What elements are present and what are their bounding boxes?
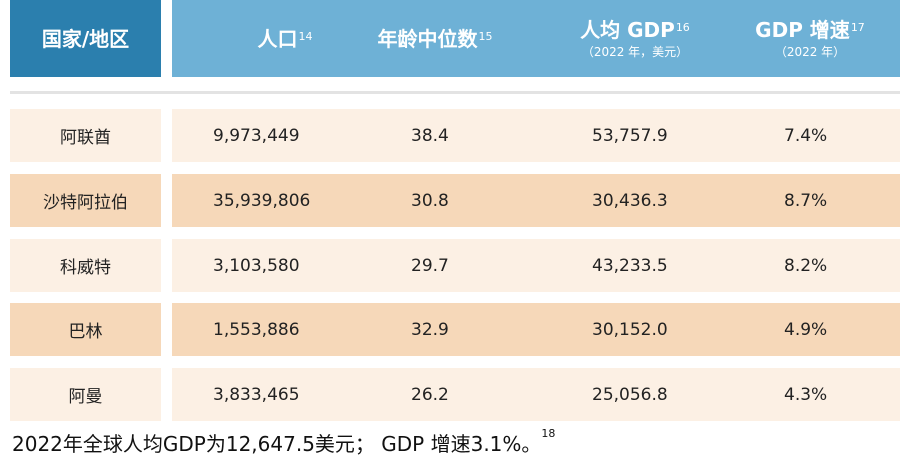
row-5-country: 阿曼: [10, 368, 161, 421]
row-1-gdp-growth: 7.4%: [784, 125, 828, 146]
row-5-band: [172, 368, 900, 421]
header-country-label: 国家/地区: [41, 26, 130, 51]
row-4-median-age: 32.9: [411, 319, 449, 340]
row-3-band: [172, 239, 900, 292]
header-band: [172, 0, 900, 77]
footnote-text: 2022年全球人均GDP为12,647.5美元； GDP 增速3.1%。: [12, 432, 542, 456]
footnote: 2022年全球人均GDP为12,647.5美元； GDP 增速3.1%。18: [12, 427, 556, 457]
row-4-gdp-per-capita: 30,152.0: [592, 319, 668, 340]
header-gdp-growth-note: 17: [850, 20, 865, 34]
header-country: 国家/地区: [10, 0, 161, 77]
header-population-label: 人口14: [257, 26, 313, 51]
row-2-band: [172, 174, 900, 227]
header-gdp-per-capita-sub: （2022 年，美元）: [581, 44, 689, 59]
row-1-gdp-per-capita: 53,757.9: [592, 125, 668, 146]
footnote-note: 18: [541, 427, 556, 440]
row-4-gdp-growth: 4.9%: [784, 319, 828, 340]
header-median-age-note: 15: [478, 29, 493, 43]
row-1-band: [172, 109, 900, 162]
row-3-gdp-per-capita: 43,233.5: [592, 255, 668, 276]
header-gdp-per-capita-label: 人均 GDP16: [580, 17, 690, 42]
header-divider: [10, 91, 900, 94]
row-5-gdp-per-capita: 25,056.8: [592, 384, 668, 405]
header-median-age-label: 年龄中位数15: [377, 26, 493, 51]
header-median-age: 年龄中位数15: [355, 0, 515, 77]
row-2-median-age: 30.8: [411, 190, 449, 211]
header-population: 人口14: [215, 0, 355, 77]
row-5-median-age: 26.2: [411, 384, 449, 405]
row-2-gdp-per-capita: 30,436.3: [592, 190, 668, 211]
row-2-country: 沙特阿拉伯: [10, 174, 161, 227]
row-1-country: 阿联酋: [10, 109, 161, 162]
row-4-country: 巴林: [10, 303, 161, 356]
header-population-note: 14: [298, 29, 313, 43]
row-2-gdp-growth: 8.7%: [784, 190, 828, 211]
header-gdp-growth-sub: （2022 年）: [774, 44, 846, 59]
header-gdp-growth-label: GDP 增速17: [755, 17, 865, 42]
row-3-median-age: 29.7: [411, 255, 449, 276]
header-gdp-per-capita: 人均 GDP16 （2022 年，美元）: [555, 0, 715, 77]
header-gdp-per-capita-note: 16: [675, 20, 690, 34]
row-3-gdp-growth: 8.2%: [784, 255, 828, 276]
row-3-population: 3,103,580: [213, 255, 300, 276]
row-4-band: [172, 303, 900, 356]
row-2-population: 35,939,806: [213, 190, 311, 211]
row-4-population: 1,553,886: [213, 319, 300, 340]
row-1-median-age: 38.4: [411, 125, 449, 146]
row-3-country: 科威特: [10, 239, 161, 292]
row-5-population: 3,833,465: [213, 384, 300, 405]
row-5-gdp-growth: 4.3%: [784, 384, 828, 405]
header-gdp-growth: GDP 增速17 （2022 年）: [735, 0, 885, 77]
row-1-population: 9,973,449: [213, 125, 300, 146]
